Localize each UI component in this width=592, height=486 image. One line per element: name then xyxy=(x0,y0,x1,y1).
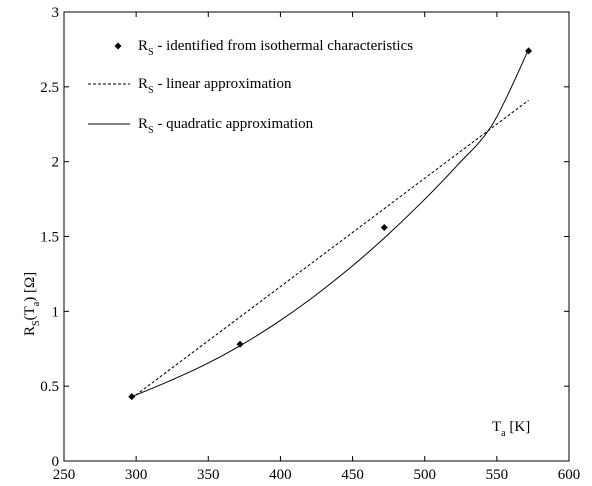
legend: RS - identified from isothermal characte… xyxy=(88,38,413,136)
legend-entry-main: R xyxy=(138,76,148,92)
x-tick-label: 550 xyxy=(486,467,509,483)
legend-entry-sub: S xyxy=(148,125,154,136)
legend-entry-main: R xyxy=(138,116,148,132)
legend-entry-sub: S xyxy=(148,85,154,96)
y-tick-label: 1.5 xyxy=(40,230,59,246)
y-axis-label: RS(Ta) [Ω] xyxy=(22,272,42,336)
x-tick-label: 450 xyxy=(341,467,364,483)
x-axis-label-unit: [K] xyxy=(506,419,531,435)
x-axis-label-sub: a xyxy=(501,428,506,439)
y-axis-label-main: R xyxy=(22,326,38,336)
x-axis-label-main: T xyxy=(492,419,501,435)
x-tick-label: 500 xyxy=(413,467,436,483)
data-point-marker xyxy=(236,340,244,348)
y-axis-label-mid: (T xyxy=(22,306,38,320)
x-tick-label: 250 xyxy=(53,467,76,483)
legend-entry: RS - quadratic approximation xyxy=(138,116,314,136)
x-axis-label: Ta [K] xyxy=(492,419,530,439)
legend-entry-sub: S xyxy=(148,47,154,58)
x-tick-label: 350 xyxy=(197,467,220,483)
legend-entry-rest: - quadratic approximation xyxy=(154,116,314,132)
legend-entry-rest: - linear approximation xyxy=(154,76,292,92)
y-tick-label: 0.5 xyxy=(40,379,59,395)
legend-entry: RS - linear approximation xyxy=(138,76,292,96)
x-tick-label: 400 xyxy=(269,467,292,483)
y-axis-label-sub1: S xyxy=(31,320,42,326)
legend-entry-main: R xyxy=(138,38,148,54)
x-tick-label: 600 xyxy=(558,467,581,483)
y-tick-label: 2 xyxy=(52,155,60,171)
y-axis-label-unit: ) [Ω] xyxy=(22,272,38,302)
legend-entry-rest: - identified from isothermal characteris… xyxy=(154,38,414,54)
y-tick-label: 1 xyxy=(52,304,60,320)
quadratic-approximation-line xyxy=(131,49,530,398)
series xyxy=(128,47,533,401)
data-point-marker xyxy=(380,224,388,232)
linear-approximation-line xyxy=(131,99,529,399)
ticks: 250 300 350 400 450 500 550 600 0 0.5 1 1.5 2 2.5 3 xyxy=(40,5,580,483)
x-tick-label: 300 xyxy=(125,467,148,483)
y-tick-label: 0 xyxy=(52,454,60,470)
y-tick-label: 2.5 xyxy=(40,80,59,96)
y-axis-label-sub2: a xyxy=(31,301,42,306)
y-tick-label: 3 xyxy=(52,5,60,21)
legend-entry: RS - identified from isothermal characte… xyxy=(138,38,413,58)
legend-marker xyxy=(114,42,122,50)
